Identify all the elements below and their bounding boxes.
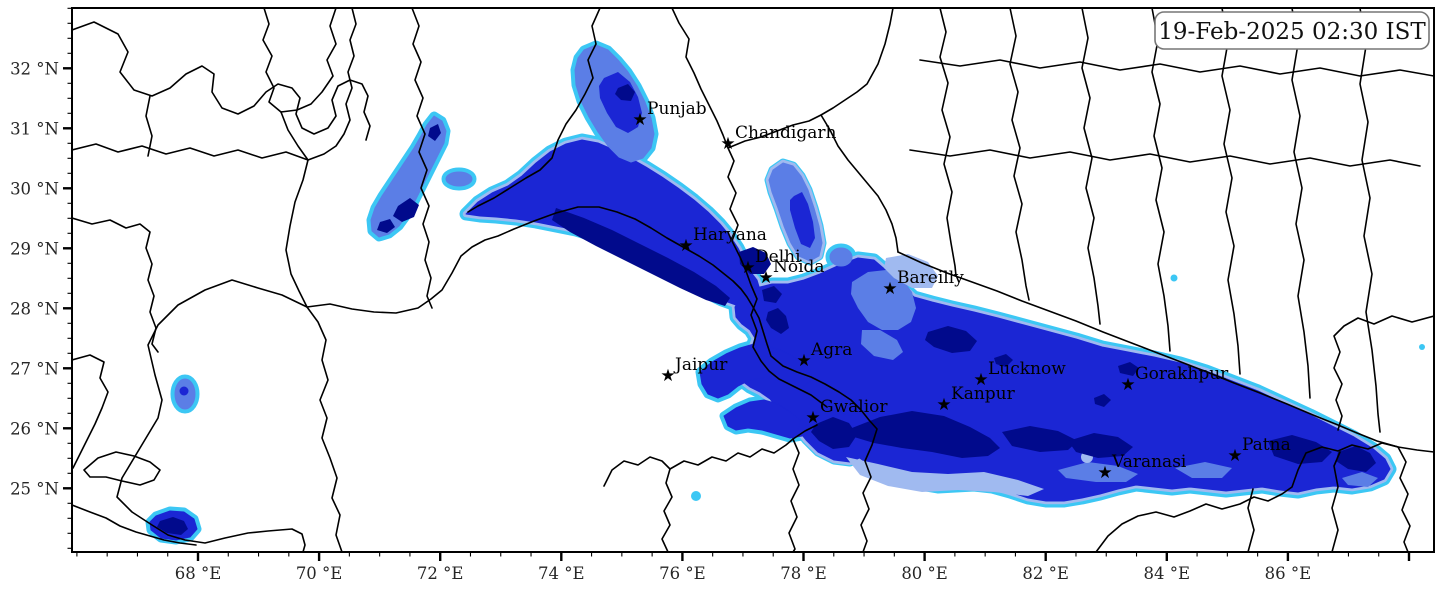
- y-tick-label: 26 °N: [10, 419, 59, 438]
- y-tick-label: 29 °N: [10, 239, 59, 258]
- x-axis-labels: 68 °E 70 °E 72 °E 74 °E 76 °E 78 °E 80 °E 82 °E…: [175, 564, 1311, 583]
- city-label-patna: Patna: [1242, 435, 1291, 455]
- city-marker-punjab: ★: [632, 110, 647, 130]
- city-label-punjab: Punjab: [647, 99, 707, 119]
- x-tick-label: 76 °E: [659, 564, 706, 583]
- x-tick-label: 68 °E: [175, 564, 222, 583]
- city-label-gwalior: Gwalior: [820, 397, 888, 417]
- city-label-jaipur: Jaipur: [673, 355, 728, 375]
- city-label-chandigarh: Chandigarh: [735, 123, 837, 143]
- x-tick-label: 82 °E: [1022, 564, 1069, 583]
- y-tick-label: 25 °N: [10, 479, 59, 498]
- x-tick-label: 74 °E: [538, 564, 585, 583]
- x-tick-label: 70 °E: [296, 564, 343, 583]
- x-tick-label: 84 °E: [1144, 564, 1191, 583]
- city-marker-haryana: ★: [678, 236, 693, 256]
- y-axis-labels: 25 °N 26 °N 27 °N 28 °N 29 °N 30 °N 31 °N 32 °N: [10, 59, 59, 498]
- city-label-bareilly: Bareilly: [897, 268, 964, 288]
- city-marker-chandigarh: ★: [720, 134, 735, 154]
- x-axis-ticks: [76, 552, 1411, 561]
- x-tick-label: 86 °E: [1265, 564, 1312, 583]
- timestamp-label: 19-Feb-2025 02:30 IST: [1158, 19, 1426, 45]
- x-tick-label: 80 °E: [901, 564, 948, 583]
- y-axis-ticks: [63, 7, 72, 549]
- city-label-haryana: Haryana: [693, 225, 767, 245]
- city-label-gorakhpur: Gorakhpur: [1135, 364, 1229, 384]
- x-tick-label: 78 °E: [780, 564, 827, 583]
- city-label-delhi: Delhi: [755, 247, 801, 267]
- fog-overlay: [145, 40, 1425, 545]
- city-label-agra: Agra: [810, 340, 852, 360]
- y-tick-label: 27 °N: [10, 359, 59, 378]
- city-label-noida: Noida: [773, 257, 825, 277]
- city-marker-patna: ★: [1227, 446, 1242, 466]
- plot-frame: [71, 7, 1435, 553]
- y-tick-label: 31 °N: [10, 119, 59, 138]
- city-marker-jaipur: ★: [660, 366, 675, 386]
- city-markers: ★Punjab★Chandigarh★Haryana★Delhi★Noida★B…: [632, 99, 1290, 483]
- fog-light-patches: [179, 72, 1378, 496]
- city-marker-noida: ★: [758, 268, 773, 288]
- city-marker-gwalior: ★: [805, 408, 820, 428]
- timestamp-box: 19-Feb-2025 02:30 IST: [1154, 11, 1430, 50]
- y-tick-label: 32 °N: [10, 59, 59, 78]
- fog-dense-patches: [157, 84, 1376, 535]
- y-tick-label: 30 °N: [10, 179, 59, 198]
- city-marker-bareilly: ★: [882, 279, 897, 299]
- city-marker-lucknow: ★: [973, 370, 988, 390]
- city-label-kanpur: Kanpur: [951, 384, 1016, 404]
- city-marker-varanasi: ★: [1097, 463, 1112, 483]
- city-marker-gorakhpur: ★: [1120, 375, 1135, 395]
- city-marker-delhi: ★: [740, 258, 755, 278]
- city-marker-agra: ★: [796, 351, 811, 371]
- y-tick-label: 28 °N: [10, 299, 59, 318]
- city-label-lucknow: Lucknow: [988, 359, 1066, 379]
- x-tick-label: 72 °E: [417, 564, 464, 583]
- boundaries: [72, 8, 1434, 552]
- city-marker-kanpur: ★: [936, 395, 951, 415]
- city-label-varanasi: Varanasi: [1111, 452, 1187, 472]
